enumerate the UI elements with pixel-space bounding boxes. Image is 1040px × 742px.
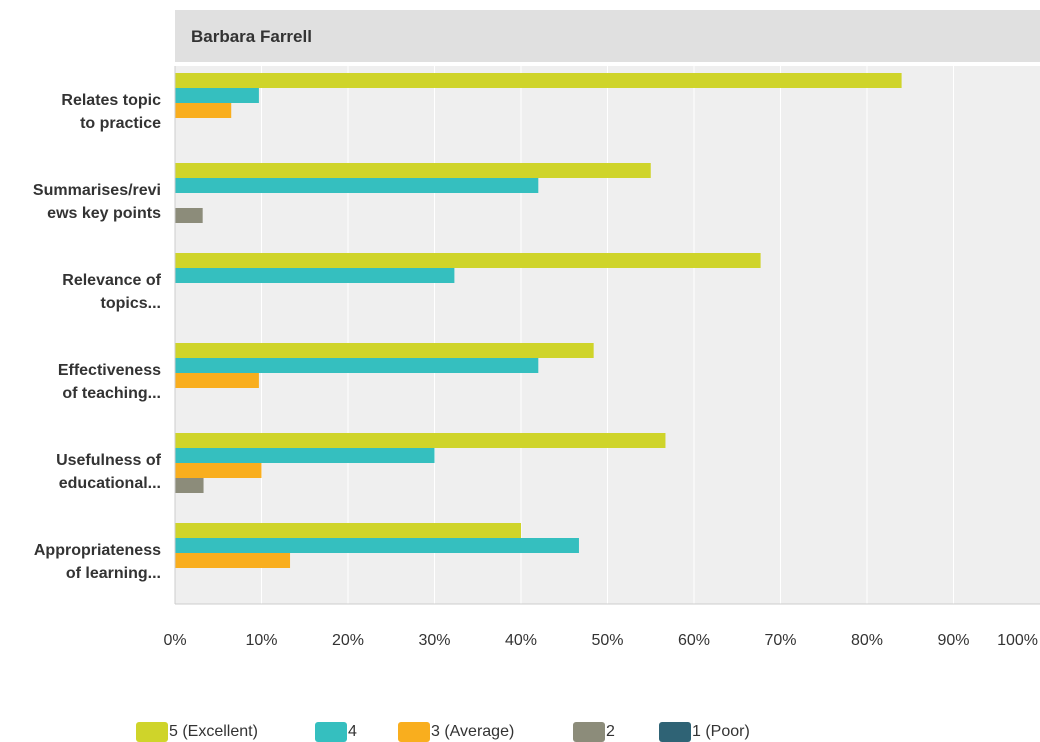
category-label: Summarises/revi — [33, 182, 161, 199]
bars — [175, 73, 902, 568]
x-tick-label: 50% — [591, 632, 623, 649]
x-tick-labels: 0% 10% 20% 30% 40% 50% 60% 70% 80% 90% 100% — [163, 632, 1038, 649]
x-tick-label: 20% — [332, 632, 364, 649]
x-tick-label: 80% — [851, 632, 883, 649]
category-label: topics... — [101, 295, 161, 312]
legend-label: 1 (Poor) — [692, 723, 750, 740]
chart-title: Barbara Farrell — [191, 27, 312, 46]
bar — [175, 448, 435, 463]
bar — [175, 538, 579, 553]
x-tick-label: 40% — [505, 632, 537, 649]
legend-swatch — [398, 722, 430, 742]
x-tick-label: 60% — [678, 632, 710, 649]
x-tick-label: 100% — [997, 632, 1038, 649]
category-label: Appropriateness — [34, 542, 161, 559]
x-tick-label: 30% — [418, 632, 450, 649]
legend-label: 5 (Excellent) — [169, 723, 258, 740]
bar — [175, 523, 521, 538]
legend-label: 2 — [606, 723, 615, 740]
legend-swatch — [136, 722, 168, 742]
title-bar — [175, 10, 1040, 62]
category-label: ews key points — [47, 205, 161, 222]
bar — [175, 463, 262, 478]
x-tick-label: 0% — [163, 632, 186, 649]
bar — [175, 88, 259, 103]
bar — [175, 103, 232, 118]
bar — [175, 163, 651, 178]
gridlines — [261, 66, 954, 604]
legend: 5 (Excellent) 4 3 (Average) 2 1 (Poor) — [136, 722, 750, 742]
x-tick-label: 10% — [245, 632, 277, 649]
bar — [175, 343, 594, 358]
category-label: of learning... — [66, 565, 161, 582]
category-label: educational... — [59, 475, 161, 492]
category-label: Effectiveness — [58, 362, 161, 379]
bar — [175, 268, 455, 283]
category-label: Relates topic — [61, 92, 161, 109]
category-label: to practice — [80, 115, 161, 132]
legend-swatch — [315, 722, 347, 742]
bar — [175, 553, 291, 568]
x-tick-label: 90% — [937, 632, 969, 649]
legend-swatch — [659, 722, 691, 742]
bar — [175, 478, 204, 493]
legend-swatch — [573, 722, 605, 742]
category-label: of teaching... — [62, 385, 161, 402]
legend-label: 4 — [348, 723, 357, 740]
legend-label: 3 (Average) — [431, 723, 514, 740]
bar — [175, 433, 666, 448]
category-label: Relevance of — [62, 272, 161, 289]
category-label: Usefulness of — [56, 452, 162, 469]
bar — [175, 73, 902, 88]
bar — [175, 208, 203, 223]
x-tick-label: 70% — [764, 632, 796, 649]
bar — [175, 178, 539, 193]
bar — [175, 373, 259, 388]
bar — [175, 358, 539, 373]
bar — [175, 253, 761, 268]
category-labels: Relates topic to practice Summarises/revi e… — [33, 92, 162, 582]
